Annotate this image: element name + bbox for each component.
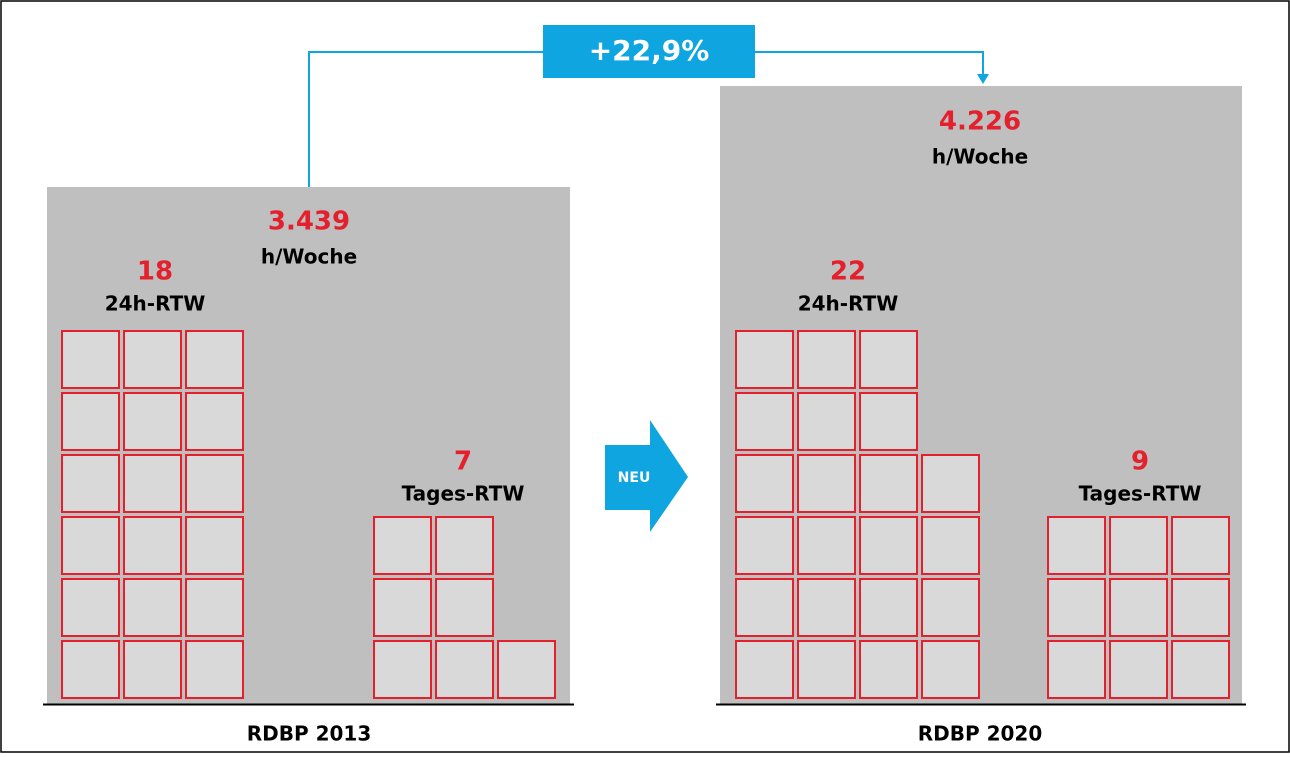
vehicle-square [797,640,856,699]
vehicle-square [797,578,856,637]
vehicle-square [123,392,182,451]
vehicle-square [185,640,244,699]
vehicle-square [735,330,794,389]
vehicle-square [123,640,182,699]
vehicle-square [435,516,494,575]
vehicle-square [921,516,980,575]
vehicle-square [797,330,856,389]
vehicle-square [1047,640,1106,699]
new-arrow [605,420,688,532]
vehicle-square [373,640,432,699]
vehicle-square [735,454,794,513]
vehicle-square [735,640,794,699]
vehicle-square [859,330,918,389]
arrowhead [977,74,989,84]
panel-label: RDBP 2020 [918,722,1043,746]
vehicle-square [921,454,980,513]
change: +22,9% [589,34,710,67]
vehicle-square [1109,578,1168,637]
vehicle-square [123,454,182,513]
count: 9 [1131,447,1149,477]
vehicle-square [373,516,432,575]
vehicle-square [61,516,120,575]
vehicle-square [1171,516,1230,575]
vehicle-square [123,516,182,575]
vehicle-square [185,578,244,637]
vehicle-square [921,578,980,637]
vehicle-square [1171,640,1230,699]
vehicle-square [735,578,794,637]
total: 3.439 [268,207,350,237]
vehicle-square [373,578,432,637]
vehicle-square [61,640,120,699]
vehicle-square [859,640,918,699]
vehicle-square [61,392,120,451]
vehicle-square [185,330,244,389]
total: 4.226 [939,107,1021,137]
group-label: 24h-RTW [105,292,206,316]
vehicle-square [859,454,918,513]
vehicle-square [123,578,182,637]
vehicle-square [735,516,794,575]
group-label: 24h-RTW [798,292,899,316]
count: 7 [454,447,472,477]
group-label: Tages-RTW [402,482,525,506]
vehicle-square [921,640,980,699]
change-box [543,25,755,78]
connector [755,51,984,76]
vehicle-square [735,392,794,451]
group-label: Tages-RTW [1079,482,1202,506]
vehicle-square [1047,578,1106,637]
vehicle-square [859,392,918,451]
total-unit: h/Woche [932,145,1028,169]
total-unit: h/Woche [261,245,357,269]
vehicle-square [185,392,244,451]
vehicle-square [61,578,120,637]
count: 18 [137,257,173,287]
vehicle-square [859,516,918,575]
vehicle-square [435,640,494,699]
connector [308,51,543,187]
count: 22 [830,257,866,287]
vehicle-square [123,330,182,389]
panel-label: RDBP 2013 [247,722,372,746]
vehicle-square [61,330,120,389]
vehicle-square [797,454,856,513]
new-label: NEU [618,470,651,486]
vehicle-square [61,454,120,513]
vehicle-square [1109,640,1168,699]
vehicle-square [1171,578,1230,637]
vehicle-square [859,578,918,637]
vehicle-square [797,392,856,451]
vehicle-square [497,640,556,699]
vehicle-square [1047,516,1106,575]
vehicle-square [185,516,244,575]
vehicle-square [797,516,856,575]
vehicle-square [435,578,494,637]
vehicle-square [1109,516,1168,575]
vehicle-square [185,454,244,513]
